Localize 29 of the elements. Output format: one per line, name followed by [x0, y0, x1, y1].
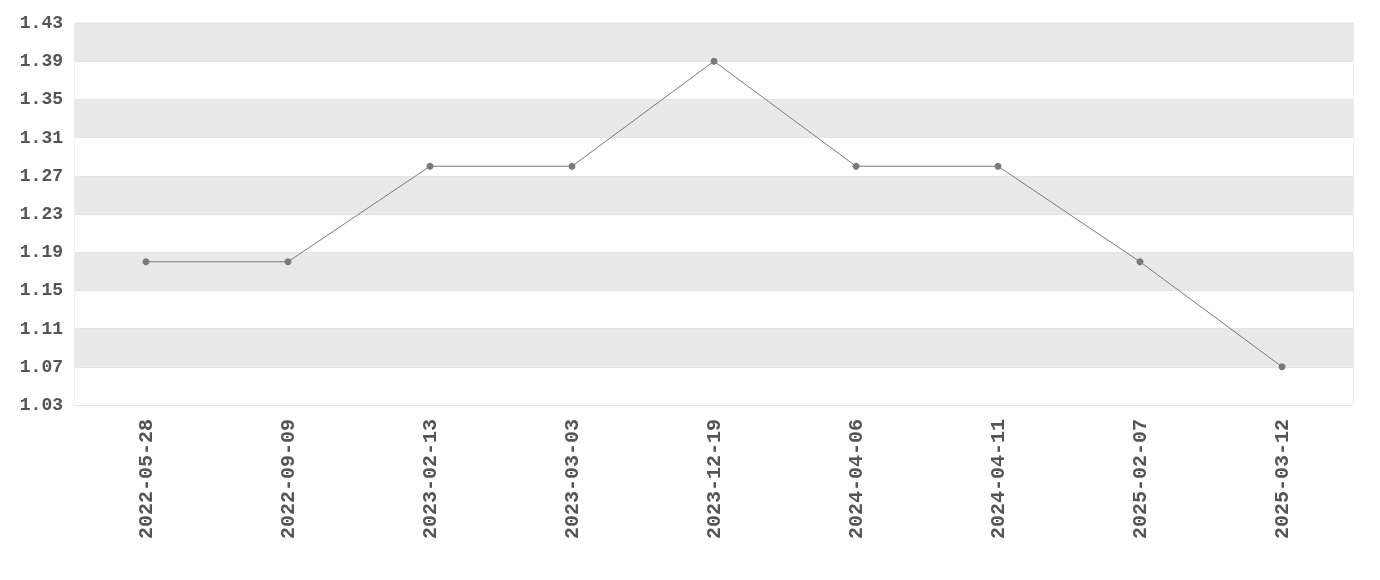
y-tick-label: 1.03 — [19, 395, 63, 415]
x-tick-label: 2025-02-07 — [1128, 419, 1152, 540]
y-tick-label: 1.27 — [19, 165, 63, 186]
x-tick-label: 2023-12-19 — [702, 419, 726, 540]
x-tick-label: 2022-05-28 — [134, 419, 158, 540]
point — [568, 162, 576, 170]
y-tick-label: 1.39 — [19, 51, 63, 72]
y-tick-label: 1.07 — [19, 356, 63, 377]
y-tick-label: 1.11 — [19, 318, 64, 339]
y-tick-label: 1.43 — [19, 13, 63, 33]
y-tick-label: 1.31 — [19, 127, 64, 148]
x-tick-label: 2024-04-06 — [844, 419, 868, 540]
y-tick-label: 1.19 — [19, 242, 63, 263]
x-tick-label: 2025-03-12 — [1270, 419, 1294, 540]
x-tick-label: 2023-02-13 — [418, 419, 442, 540]
y-tick-label: 1.15 — [19, 280, 63, 301]
x-tick-label: 2023-03-03 — [560, 419, 584, 540]
x-tick-label: 2024-04-11 — [986, 419, 1010, 540]
x-tick-label: 2022-09-09 — [276, 419, 300, 540]
point — [426, 162, 434, 170]
point — [710, 57, 718, 65]
point — [284, 258, 292, 266]
point — [1136, 258, 1144, 266]
y-tick-label: 1.35 — [19, 89, 63, 110]
point — [142, 258, 150, 266]
point — [1278, 363, 1286, 371]
y-tick-label: 1.23 — [19, 204, 63, 224]
point — [852, 162, 860, 170]
point — [994, 162, 1002, 170]
